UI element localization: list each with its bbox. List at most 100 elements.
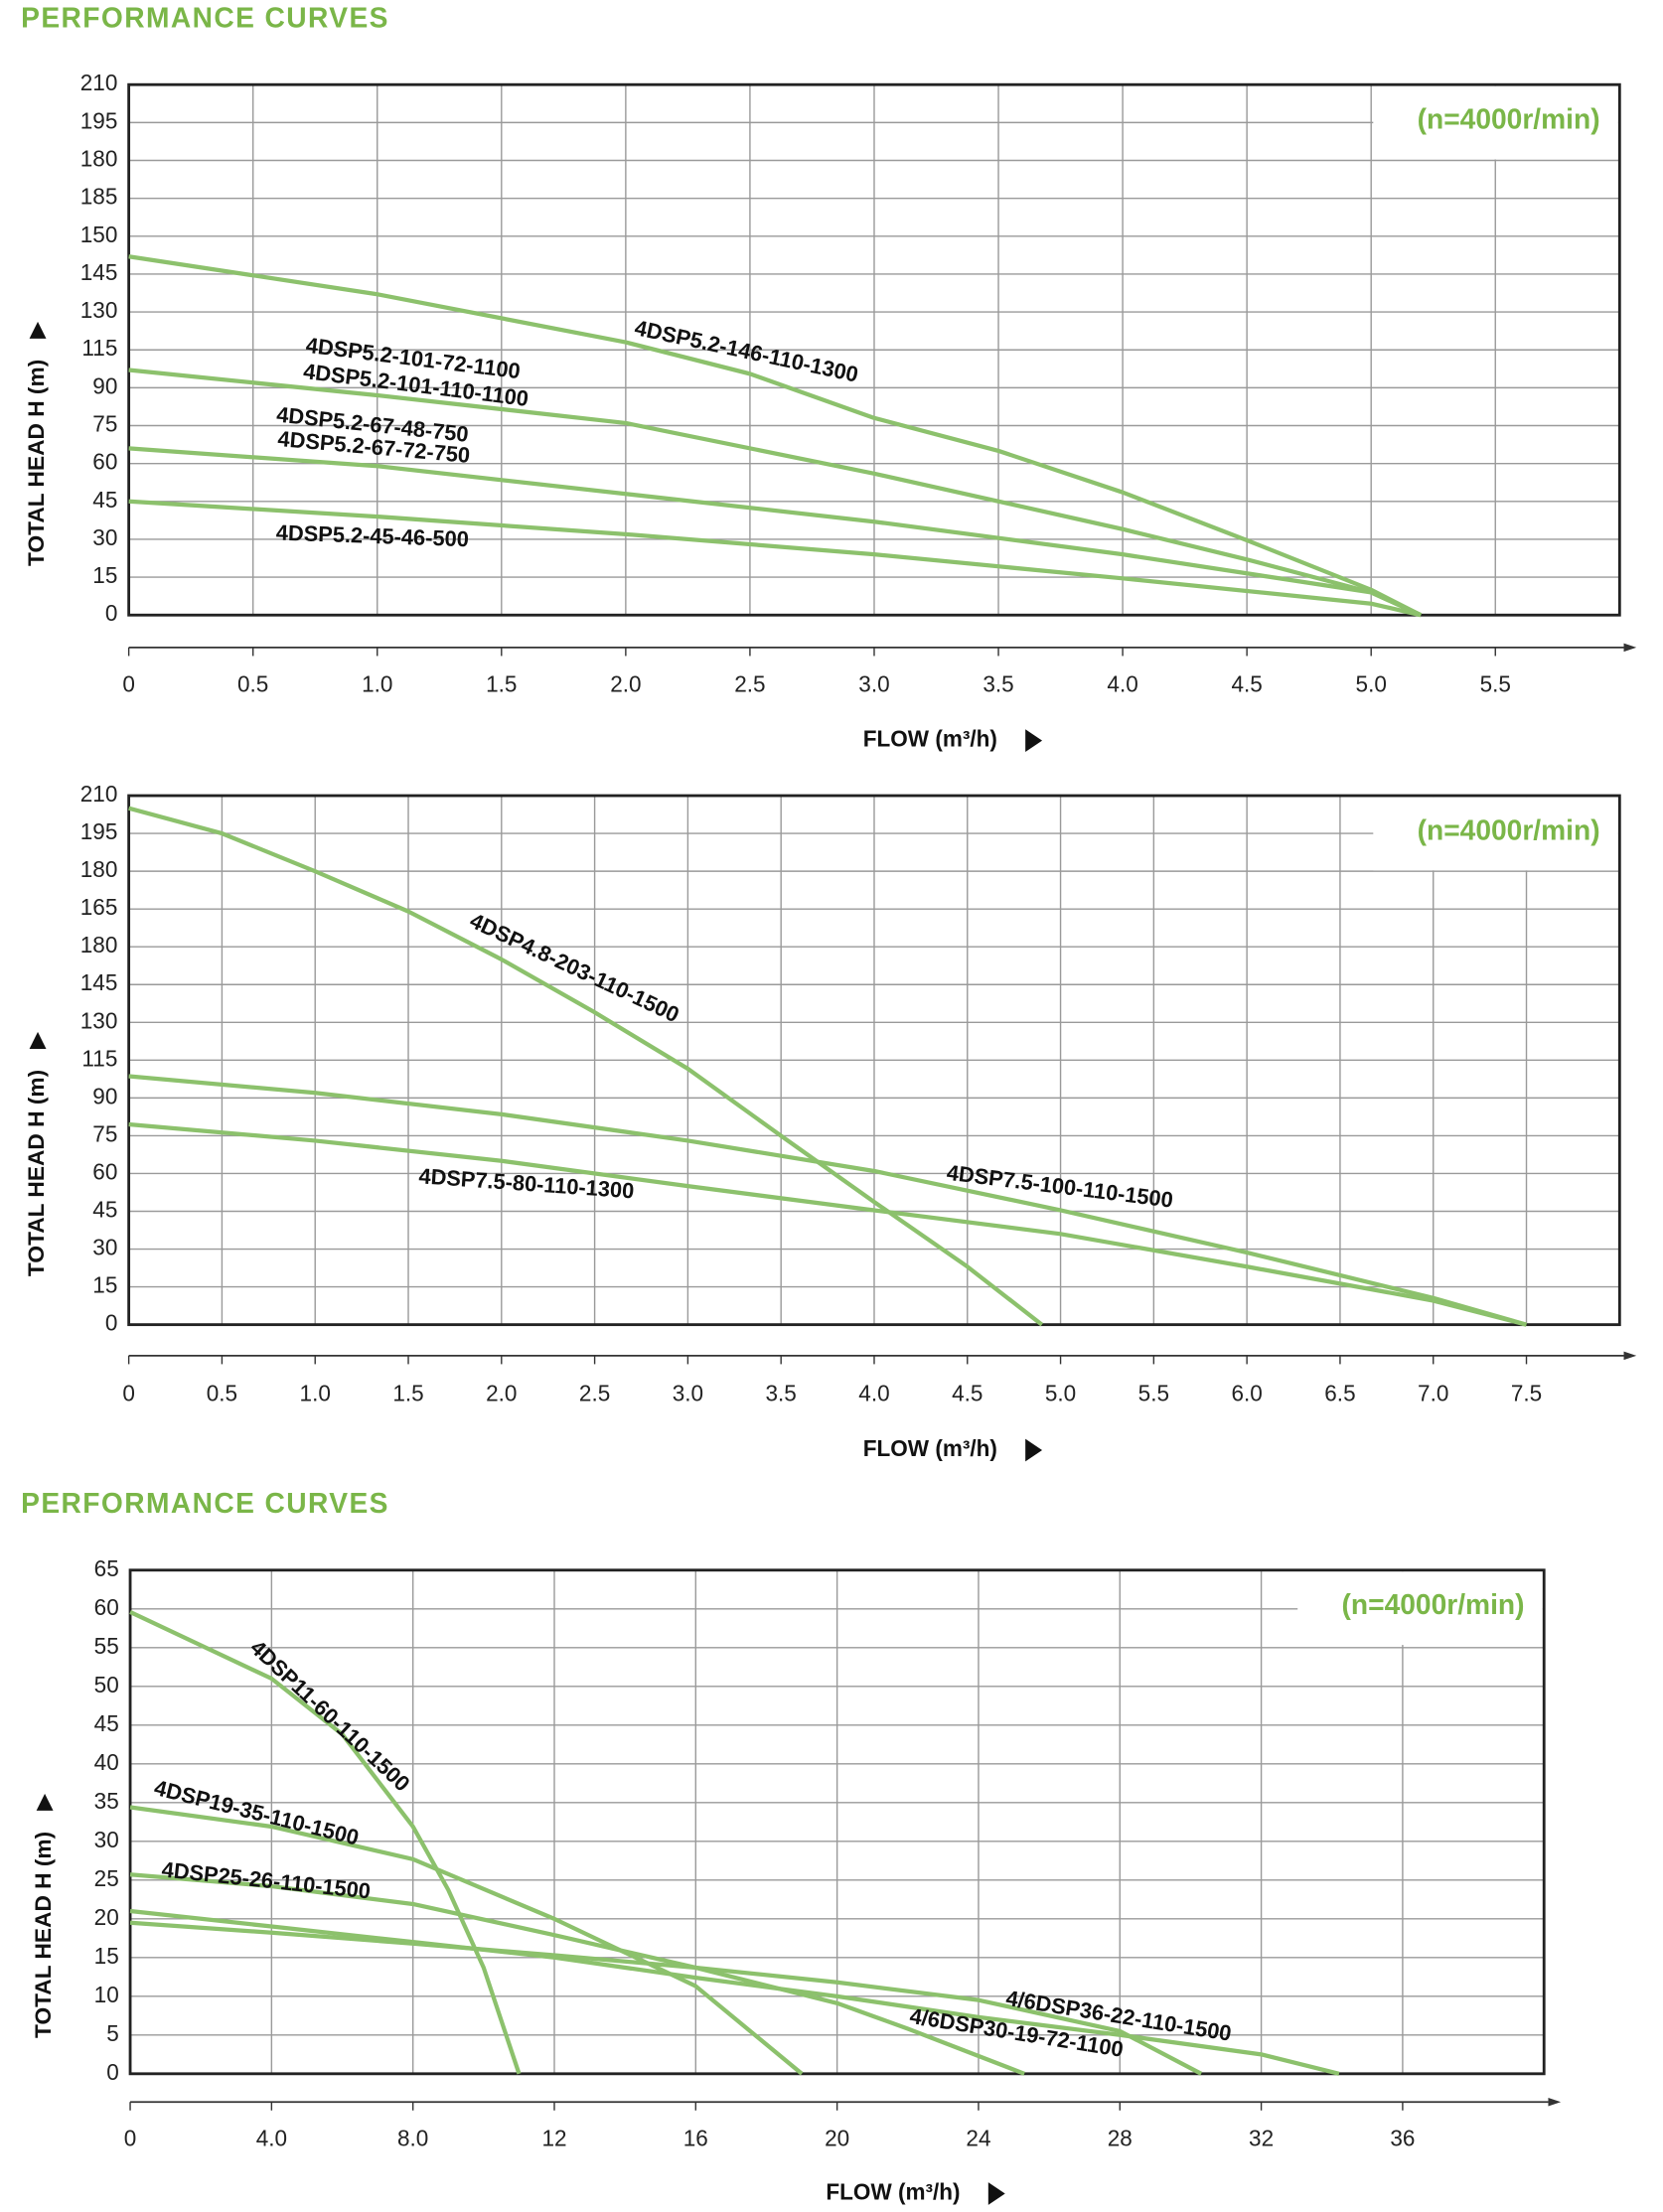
y-tick-label: 210 <box>80 71 118 95</box>
y-tick-label: 180 <box>80 146 118 171</box>
x-tick-label: 6.5 <box>1324 1382 1355 1406</box>
y-tick-label: 90 <box>92 373 117 398</box>
curve <box>128 1074 1528 1327</box>
speed-annotation: (n=4000r/min) <box>1342 1588 1525 1620</box>
curve-label: 4DSP11-60-110-1500 <box>245 1635 414 1797</box>
y-tick-label: 115 <box>81 1046 117 1071</box>
x-axis-label: FLOW (m³/h) <box>826 2179 960 2204</box>
y-tick-label: 145 <box>80 970 118 995</box>
y-tick-label: 60 <box>92 1159 117 1184</box>
x-tick-label: 4.5 <box>1231 671 1262 696</box>
curve <box>128 1121 1527 1327</box>
y-label-arrow <box>29 1031 47 1049</box>
x-tick-label: 3.5 <box>983 671 1013 696</box>
y-tick-label: 195 <box>80 819 118 844</box>
y-tick-label: 0 <box>106 2060 119 2085</box>
x-tick-label: 4.0 <box>256 2126 287 2150</box>
y-tick-label: 130 <box>80 1008 118 1033</box>
x-tick-label: 1.0 <box>362 671 392 696</box>
curve-label: 4DSP5.2-45-46-500 <box>275 519 469 551</box>
x-tick-label: 0 <box>122 671 135 696</box>
y-tick-label: 130 <box>80 298 118 323</box>
x-tick-label: 3.0 <box>858 671 889 696</box>
y-tick-label: 40 <box>94 1750 119 1775</box>
y-tick-label: 180 <box>80 933 118 958</box>
y-tick-label: 25 <box>94 1866 119 1891</box>
curve <box>129 1805 804 2076</box>
x-tick-label: 1.0 <box>300 1382 331 1406</box>
x-tick-label: 16 <box>683 2126 708 2150</box>
x-tick-label: 6.0 <box>1231 1382 1262 1406</box>
speed-annotation: (n=4000r/min) <box>1418 813 1600 845</box>
curve <box>128 254 1423 618</box>
y-label-arrow <box>29 321 47 339</box>
speed-annotation: (n=4000r/min) <box>1418 103 1600 135</box>
y-tick-label: 180 <box>80 857 118 882</box>
chart-title: PERFORMANCE CURVES <box>21 1 389 33</box>
y-tick-label: 20 <box>94 1905 119 1930</box>
x-axis-arrow <box>1623 1351 1637 1361</box>
x-tick-label: 2.0 <box>610 671 641 696</box>
x-axis-arrow <box>1548 2097 1562 2107</box>
x-tick-label: 0 <box>124 2126 137 2150</box>
x-tick-label: 36 <box>1390 2126 1415 2150</box>
x-tick-label: 4.0 <box>1107 671 1137 696</box>
x-tick-label: 2.5 <box>579 1382 610 1406</box>
plot-frame <box>127 82 1621 617</box>
x-label-arrow <box>1025 1438 1043 1462</box>
y-tick-label: 90 <box>92 1084 117 1108</box>
x-tick-label: 24 <box>966 2126 990 2150</box>
x-tick-label: 2.5 <box>734 671 765 696</box>
x-axis-arrow <box>1623 643 1637 653</box>
y-tick-label: 145 <box>80 260 118 285</box>
curve-label: 4DSP25-26-110-1500 <box>161 1856 373 1903</box>
chart-title: PERFORMANCE CURVES <box>21 1487 389 1519</box>
x-tick-label: 5.0 <box>1045 1382 1076 1406</box>
annotation-bg <box>1373 85 1618 160</box>
x-tick-label: 1.5 <box>392 1382 423 1406</box>
x-axis-label: FLOW (m³/h) <box>863 1436 997 1461</box>
y-tick-label: 0 <box>105 601 118 626</box>
annotation-bg <box>1297 1571 1543 1646</box>
y-tick-label: 165 <box>80 895 118 920</box>
y-tick-label: 30 <box>92 1235 117 1259</box>
annotation-bg <box>1373 797 1618 871</box>
x-tick-label: 0 <box>122 1382 135 1406</box>
y-tick-label: 15 <box>92 1273 117 1298</box>
curve <box>129 1920 1203 2076</box>
plot-frame <box>127 794 1621 1327</box>
y-tick-label: 10 <box>94 1983 119 2007</box>
x-tick-label: 1.5 <box>486 671 517 696</box>
x-tick-label: 32 <box>1249 2126 1274 2150</box>
y-tick-label: 15 <box>94 1944 119 1969</box>
y-tick-label: 75 <box>92 411 117 436</box>
y-tick-label: 5 <box>106 2021 119 2046</box>
x-tick-label: 20 <box>825 2126 849 2150</box>
y-tick-label: 75 <box>92 1121 117 1146</box>
curve <box>128 368 1423 618</box>
y-tick-label: 60 <box>94 1595 119 1620</box>
y-tick-label: 195 <box>80 108 118 133</box>
y-tick-label: 35 <box>94 1789 119 1814</box>
x-label-arrow <box>1025 729 1043 753</box>
curve <box>129 1908 1340 2076</box>
curve <box>128 499 1422 618</box>
x-tick-label: 7.0 <box>1418 1382 1448 1406</box>
y-tick-label: 210 <box>80 782 118 807</box>
y-axis-label: TOTAL HEAD H (m) <box>24 360 49 566</box>
x-tick-label: 12 <box>541 2126 566 2150</box>
x-tick-label: 8.0 <box>397 2126 428 2150</box>
y-tick-label: 30 <box>94 1828 119 1852</box>
y-tick-label: 15 <box>92 563 117 588</box>
x-tick-label: 4.5 <box>952 1382 983 1406</box>
y-tick-label: 45 <box>94 1711 119 1736</box>
y-tick-label: 55 <box>94 1634 119 1659</box>
y-axis-label: TOTAL HEAD H (m) <box>31 1832 56 2038</box>
y-tick-label: 150 <box>80 222 118 247</box>
y-tick-label: 0 <box>105 1311 118 1336</box>
x-tick-label: 0.5 <box>207 1382 237 1406</box>
x-tick-label: 4.0 <box>858 1382 889 1406</box>
plot-frame <box>128 1568 1546 2076</box>
